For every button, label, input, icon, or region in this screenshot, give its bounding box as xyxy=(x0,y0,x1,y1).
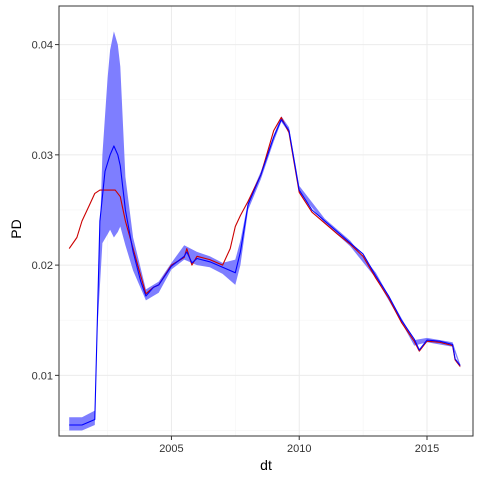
confidence-band-layer xyxy=(69,31,461,431)
y-tick-label: 0.02 xyxy=(32,260,53,272)
estimate-series-line xyxy=(69,119,461,426)
y-tick-label: 0.04 xyxy=(32,40,53,52)
y-tick-label: 0.03 xyxy=(32,150,53,162)
x-tick-label: 2005 xyxy=(159,443,183,455)
x-axis-title: dt xyxy=(260,457,272,473)
x-tick-label: 2015 xyxy=(415,443,439,455)
panel-border xyxy=(58,5,474,437)
axis-ticks: 2005 2010 2015 0.01 0.02 0.03 0.04 xyxy=(32,40,440,455)
x-tick-label: 2010 xyxy=(287,443,311,455)
series-line-layer xyxy=(68,116,461,426)
y-axis-title: PD xyxy=(8,219,24,238)
confidence-band xyxy=(69,31,461,431)
reference-series-line xyxy=(68,116,461,367)
y-tick-label: 0.01 xyxy=(32,370,53,382)
